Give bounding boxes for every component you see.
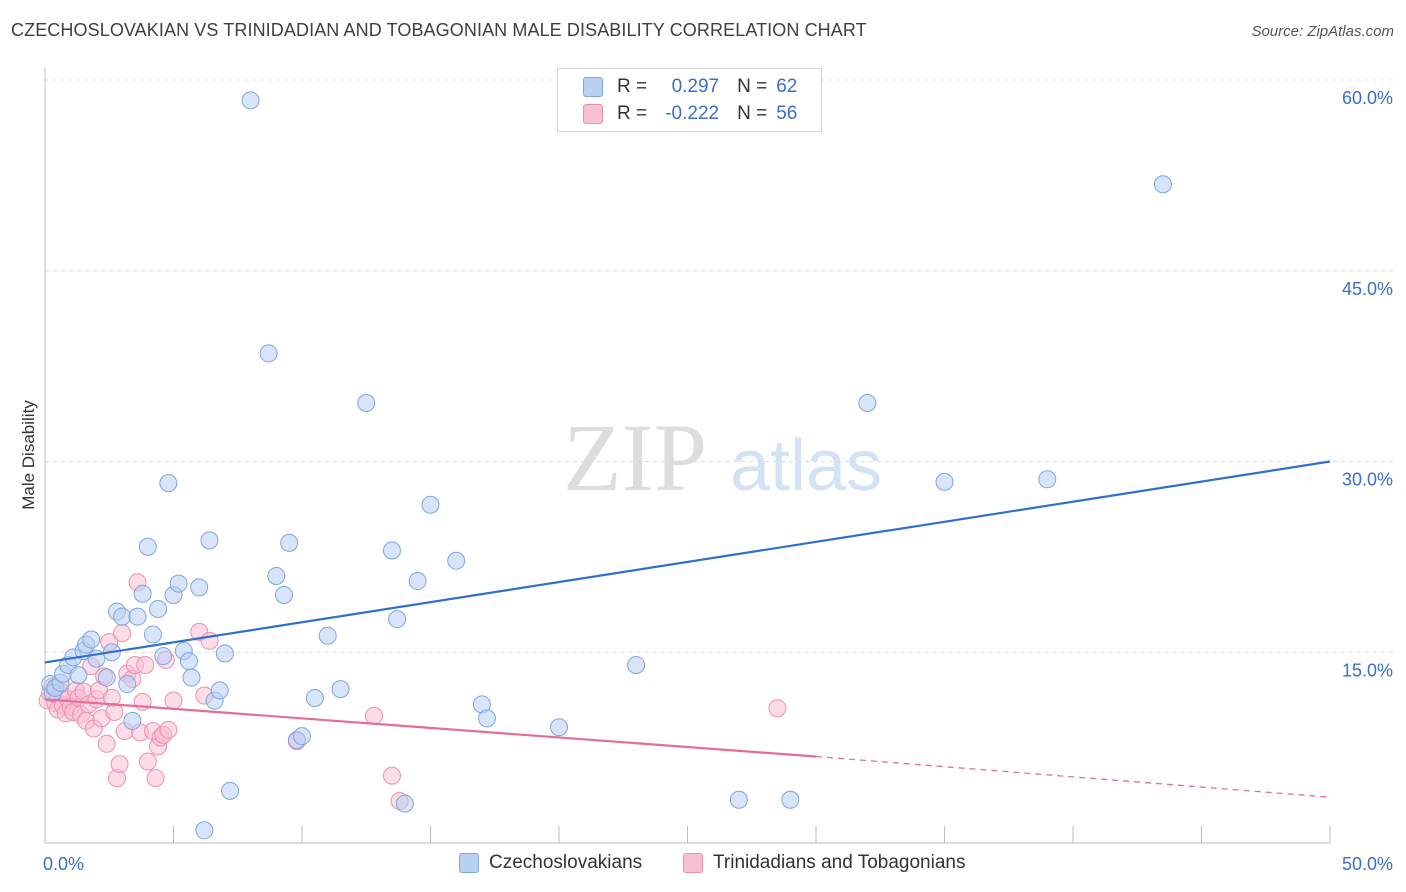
data-point-blue (113, 607, 132, 626)
bottom-legend-swatch-pink (683, 853, 703, 873)
data-point-blue (627, 655, 646, 674)
data-point-pink (382, 766, 401, 785)
x-tick-label: 50.0% (1342, 854, 1393, 874)
data-point-blue (169, 574, 188, 593)
data-point-blue (179, 652, 198, 671)
data-point-blue (143, 625, 162, 644)
bottom-legend-swatch-blue (459, 853, 479, 873)
data-point-blue (149, 600, 168, 619)
legend-swatch-blue (583, 77, 603, 97)
legend-swatch-pink (583, 104, 603, 124)
trend-lines (44, 460, 1331, 798)
legend-n-value: 62 (776, 76, 798, 97)
data-point-blue (200, 531, 219, 550)
data-point-blue (408, 572, 427, 591)
data-point-blue (241, 91, 260, 110)
data-point-blue (331, 680, 350, 699)
data-point-blue (1153, 175, 1172, 194)
trend-line-pink (44, 698, 817, 758)
data-point-blue (221, 781, 240, 800)
legend-n-value: 56 (776, 103, 798, 124)
data-point-pink (110, 755, 129, 774)
data-point-blue (293, 727, 311, 746)
data-point-blue (447, 551, 466, 570)
data-point-blue (280, 533, 299, 552)
data-point-blue (195, 821, 214, 840)
legend-row-pink: R = -0.222 N = 56 (558, 100, 797, 128)
axes (44, 68, 1331, 844)
data-point-blue (395, 794, 414, 813)
data-point-blue (133, 584, 152, 603)
y-tick-label: 45.0% (1342, 279, 1393, 299)
data-point-pink (146, 769, 165, 788)
y-axis-label: Male Disability (19, 400, 38, 510)
y-tick-label: 15.0% (1342, 660, 1393, 680)
data-point-blue (1038, 470, 1057, 489)
legend-r-value: 0.297 (671, 76, 720, 97)
data-point-blue (729, 790, 748, 809)
bottom-legend-trinidadians: Trinidadians and Tobagonians (683, 852, 965, 874)
y-tick-label: 30.0% (1342, 470, 1393, 490)
correlation-legend: R = 0.297 N = 62 R = -0.222 N = 56 (557, 68, 822, 132)
data-point-blue (478, 709, 497, 728)
data-point-pink (364, 706, 383, 725)
data-point-blue (154, 647, 173, 666)
data-point-pink (136, 655, 155, 674)
data-point-blue (138, 537, 157, 556)
data-point-blue (123, 711, 142, 730)
data-point-blue (215, 644, 234, 663)
data-point-blue (781, 790, 800, 809)
watermark-atlas: atlas (730, 426, 882, 506)
data-point-blue (118, 675, 137, 694)
data-point-pink (113, 624, 132, 643)
watermark-zip: ZIP (563, 404, 707, 511)
data-point-blue (357, 394, 376, 413)
bottom-legend-label: Czechoslovakians (489, 852, 643, 873)
legend-r-value: -0.222 (665, 103, 720, 124)
data-point-blue (182, 668, 201, 687)
trend-line-pink-extension (815, 755, 1331, 798)
data-point-pink (768, 699, 787, 718)
data-point-blue (128, 607, 147, 626)
data-point-blue (82, 630, 101, 649)
data-point-pink (159, 720, 178, 739)
data-point-blue (858, 394, 877, 413)
data-point-pink (97, 734, 116, 753)
bottom-legend-czechoslovakians: Czechoslovakians (459, 852, 642, 874)
data-point-blue (267, 566, 286, 585)
bottom-legend-label: Trinidadians and Tobagonians (713, 852, 966, 873)
gridlines (45, 79, 1395, 653)
data-point-blue (190, 578, 209, 597)
data-point-blue (935, 472, 954, 491)
data-point-blue (275, 586, 294, 605)
data-point-blue (382, 541, 401, 560)
x-tick-label: 0.0% (43, 854, 84, 874)
data-point-blue (97, 668, 116, 687)
data-point-pink (138, 752, 157, 771)
legend-r-label: R = (617, 103, 648, 124)
data-point-blue (550, 718, 568, 737)
legend-r-label: R = (617, 76, 648, 97)
data-point-blue (210, 681, 229, 700)
trend-line-blue (44, 460, 1331, 664)
chart-title: CZECHOSLOVAKIAN VS TRINIDADIAN AND TOBAG… (11, 20, 867, 40)
data-point-pink (164, 691, 183, 710)
y-tick-label: 60.0% (1342, 88, 1393, 108)
data-point-blue (69, 666, 88, 685)
data-point-blue (159, 474, 178, 493)
legend-n-label: N = (737, 76, 768, 97)
data-point-blue (421, 495, 440, 514)
data-point-blue (388, 610, 407, 629)
data-point-blue (318, 626, 337, 645)
data-point-pink (105, 703, 124, 722)
series-blue-points (41, 91, 1172, 840)
legend-n-label: N = (737, 103, 768, 124)
data-point-blue (259, 344, 278, 363)
source-label: Source: ZipAtlas.com (1251, 23, 1394, 40)
data-point-blue (305, 689, 324, 708)
legend-row-blue: R = 0.297 N = 62 (558, 73, 797, 101)
tick-labels: 15.0% 30.0% 45.0% 60.0% 0.0% 50.0% (43, 88, 1393, 874)
